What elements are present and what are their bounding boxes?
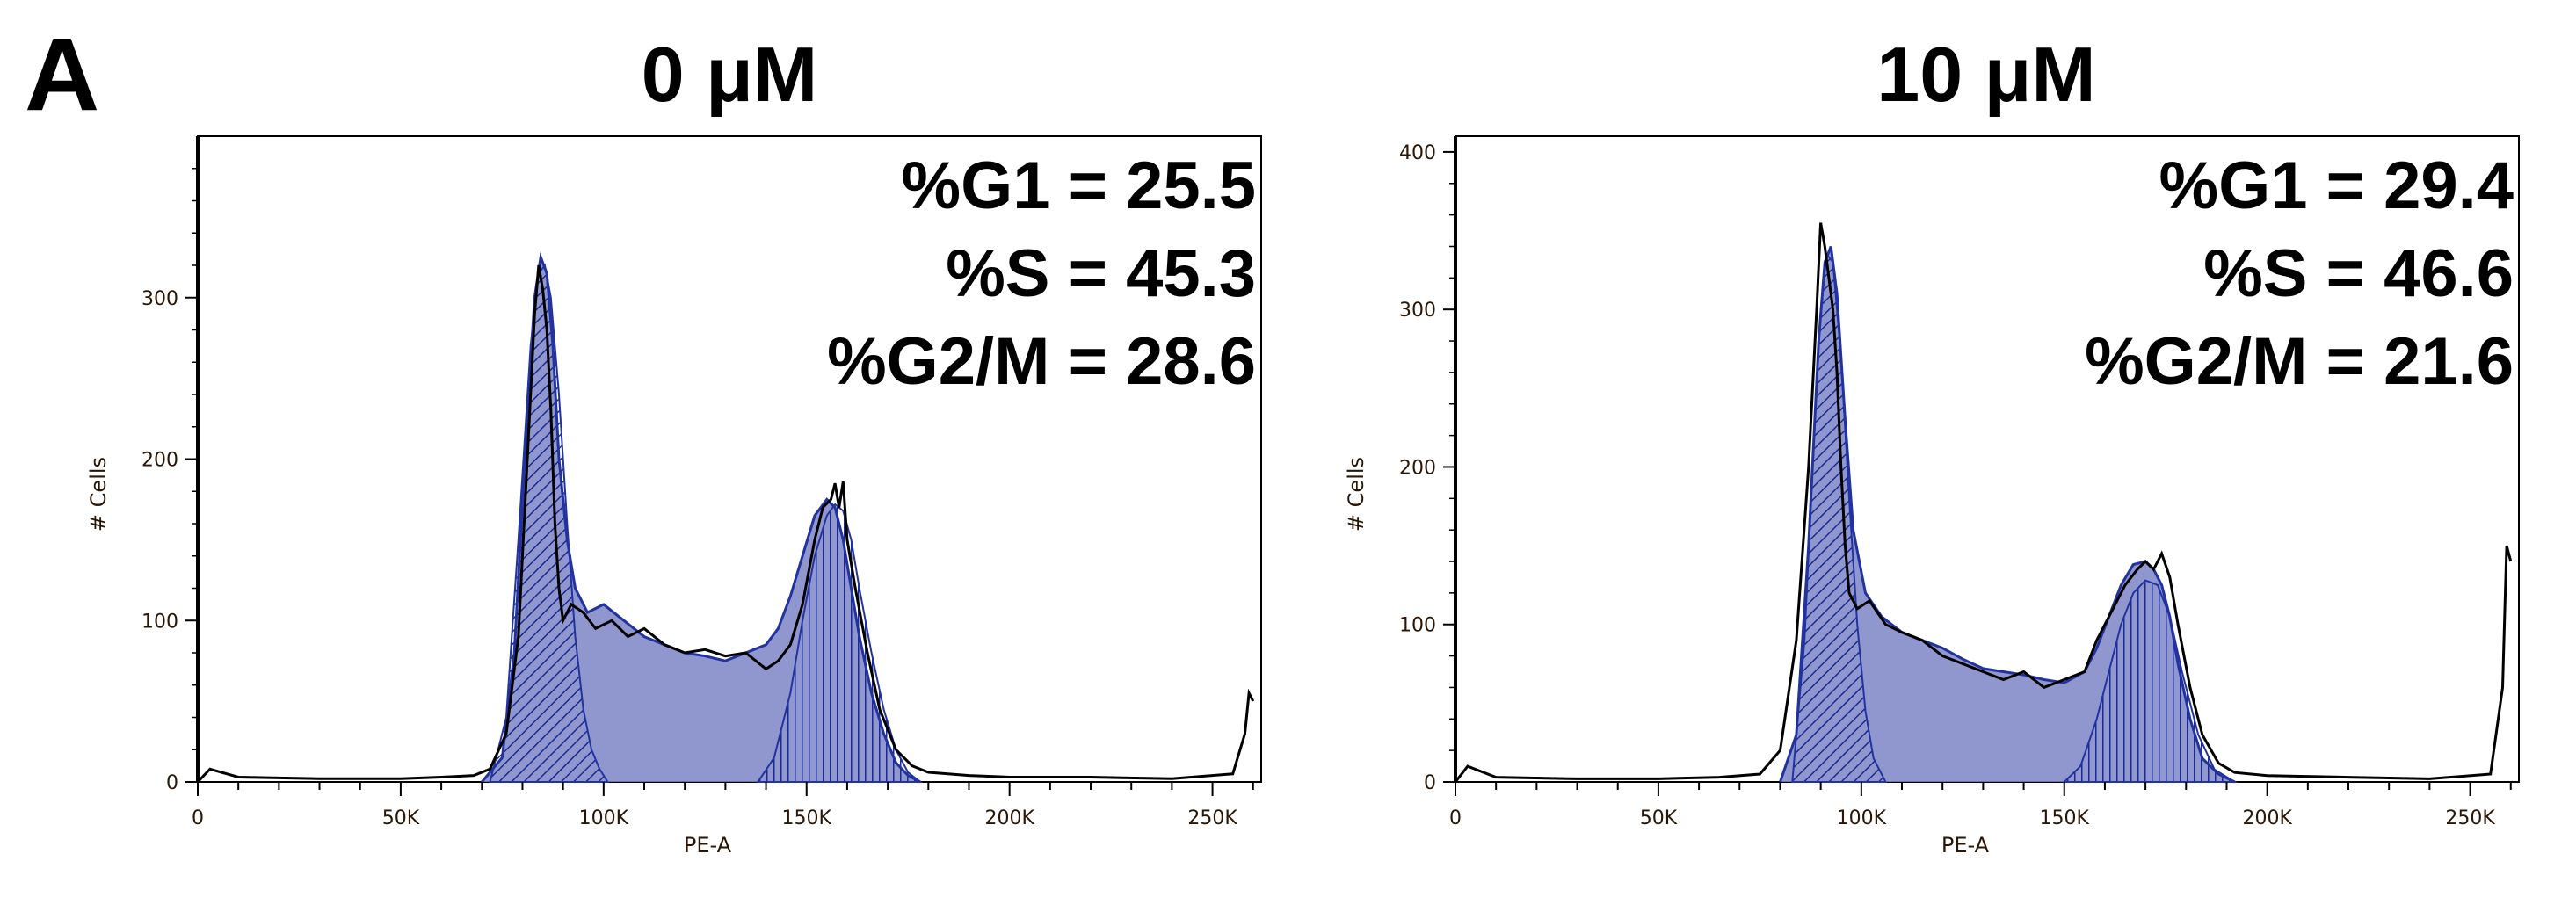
y-tick-label: 0 (166, 772, 178, 794)
data-histogram (1454, 222, 2513, 783)
x-tick-label: 250K (1187, 807, 1237, 829)
stat-annotation: %G2/M = 28.6 (827, 324, 1256, 399)
y-tick-label: 200 (141, 450, 178, 472)
stat-annotation: %S = 46.6 (2203, 236, 2514, 311)
histogram-panel-2: 10 μM 0 50K 100K 150K 200K 250K 0 100 200 300 400 PE… (1344, 31, 2520, 858)
x-tick-label: 100K (1837, 807, 1887, 829)
chart-title: 0 μM (642, 31, 818, 118)
y-axis-label: # Cells (86, 457, 111, 532)
panel-letter: A (25, 17, 99, 133)
histogram-panel-1: 0 μM 0 50K 100K 150K 200K 250K 0 100 200 300 PE-A # … (86, 31, 1262, 858)
x-axis-label: PE-A (1941, 833, 1990, 858)
g2-peak (2062, 579, 2239, 783)
y-axis-label: # Cells (1344, 457, 1368, 532)
stat-annotation: %S = 45.3 (946, 236, 1256, 311)
y-tick-label: 100 (141, 611, 178, 633)
x-tick-label: 150K (2040, 807, 2090, 829)
chart-title: 10 μM (1876, 31, 2095, 118)
y-tick-label: 100 (1399, 615, 1436, 637)
x-tick-label: 0 (1449, 807, 1462, 829)
x-tick-label: 0 (192, 807, 204, 829)
x-tick-label: 150K (782, 807, 832, 829)
x-tick-label: 100K (579, 807, 629, 829)
y-tick-label: 300 (1399, 300, 1436, 322)
fit-curve (481, 251, 921, 784)
x-tick-label: 200K (2242, 807, 2292, 829)
x-axis-label: PE-A (684, 833, 732, 858)
g1-peak (489, 263, 610, 783)
y-tick-label: 400 (1399, 142, 1436, 164)
data-histogram (196, 264, 1255, 784)
stat-annotation: %G1 = 25.5 (902, 148, 1257, 223)
fit-curve (1779, 245, 2236, 784)
y-tick-label: 200 (1399, 457, 1436, 479)
x-tick-label: 200K (984, 807, 1034, 829)
y-tick-label: 300 (141, 288, 178, 310)
stat-annotation: %G1 = 29.4 (2159, 148, 2514, 223)
stat-annotation: %G2/M = 21.6 (2085, 324, 2514, 399)
y-tick-label: 0 (1424, 772, 1436, 794)
x-tick-label: 250K (2445, 807, 2495, 829)
x-tick-label: 50K (1640, 807, 1678, 829)
x-tick-label: 50K (382, 807, 420, 829)
